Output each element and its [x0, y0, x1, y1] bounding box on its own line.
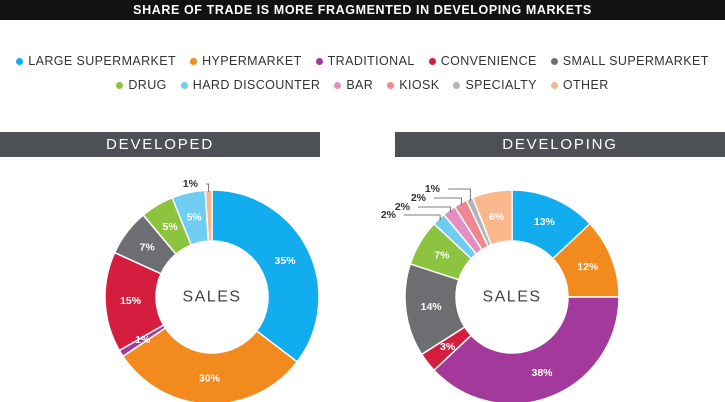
legend-item-conv: CONVENIENCE [428, 54, 537, 68]
legend-label-small: SMALL SUPERMARKET [562, 54, 709, 68]
legend-item-spec: SPECIALTY [453, 78, 536, 92]
legend-swatch-small [550, 57, 558, 65]
slice-label-drug: 7% [434, 250, 450, 262]
slice-label-bar: 2% [395, 201, 411, 213]
slice-label-hyper: 30% [199, 372, 221, 384]
legend-item-bar: BAR [334, 78, 373, 92]
leader-line-bar [418, 206, 451, 213]
slice-hyper [121, 326, 299, 402]
slice-label-large: 13% [534, 216, 556, 228]
slice-label-large: 35% [275, 255, 297, 267]
legend-swatch-kiosk [387, 81, 395, 89]
legend-item-hard: HARD DISCOUNTER [180, 78, 321, 92]
leader-line-other [206, 183, 210, 193]
slice-label-trad: 1% [135, 334, 151, 346]
slice-label-spec: 1% [425, 183, 441, 195]
slice-other [204, 189, 213, 242]
center-label: SALES [482, 289, 541, 306]
slice-other [471, 189, 513, 246]
legend-swatch-hyper [190, 57, 198, 65]
legend-label-bar: BAR [346, 78, 374, 92]
slice-label-other: 1% [183, 178, 199, 190]
legend-label-spec: SPECIALTY [465, 78, 537, 92]
legend-label-hyper: HYPERMARKET [202, 54, 302, 68]
developed-donut-chart: 35% 30% 1% 15% 7% 5% 5% 1% SALES [104, 178, 320, 402]
slice-trad [432, 296, 620, 402]
leader-line-spec [448, 188, 471, 201]
slice-label-kiosk: 2% [411, 192, 427, 204]
legend-swatch-other [550, 81, 558, 89]
legend-item-other: OTHER [550, 78, 609, 92]
slice-label-conv: 15% [120, 295, 142, 307]
slice-label-hard: 5% [186, 212, 202, 224]
legend-swatch-conv [428, 57, 436, 65]
legend-item-small: SMALL SUPERMARKET [550, 54, 709, 68]
legend-label-hard: HARD DISCOUNTER [192, 78, 321, 92]
leader-line-kiosk [434, 197, 462, 205]
legend-swatch-hard [180, 81, 188, 89]
slice-label-hard: 2% [381, 209, 397, 221]
leader-line-hard [404, 214, 441, 221]
legend-item-drug: DRUG [116, 78, 166, 92]
legend-label-kiosk: KIOSK [399, 78, 440, 92]
legend-swatch-trad [315, 57, 323, 65]
legend-label-conv: CONVENIENCE [440, 54, 537, 68]
center-label: SALES [182, 289, 241, 306]
legend-item-hyper: HYPERMARKET [190, 54, 302, 68]
slice-label-small: 7% [140, 242, 156, 254]
legend-swatch-bar [334, 81, 342, 89]
legend-swatch-drug [116, 81, 124, 89]
chart-title: SHARE OF TRADE IS MORE FRAGMENTED IN DEV… [0, 0, 725, 20]
legend-swatch-large [16, 57, 24, 65]
slice-label-small: 14% [421, 301, 443, 313]
developing-donut-chart: 13%12%38%3%14%7%2%2%2%1%6%SALES [381, 183, 620, 402]
legend-item-kiosk: KIOSK [387, 78, 439, 92]
legend-item-trad: TRADITIONAL [315, 54, 415, 68]
legend-swatch-spec [453, 81, 461, 89]
slice-label-trad: 38% [531, 367, 553, 379]
legend-label-other: OTHER [562, 78, 609, 92]
legend-row-2: DRUG HARD DISCOUNTER BAR KIOSK SPECIALTY OTHE… [0, 78, 725, 92]
legend-label-drug: DRUG [128, 78, 167, 92]
slice-large [211, 189, 320, 363]
legend-row-1: LARGE SUPERMARKET HYPERMARKET TRADITIONAL C… [0, 54, 725, 68]
developed-title: DEVELOPED [0, 132, 320, 157]
developing-title: DEVELOPING [395, 132, 725, 157]
legend-label-trad: TRADITIONAL [327, 54, 415, 68]
slice-label-conv: 3% [440, 341, 456, 353]
legend-item-large: LARGE SUPERMARKET [16, 54, 176, 68]
legend-label-large: LARGE SUPERMARKET [28, 54, 177, 68]
slice-label-hyper: 12% [577, 261, 599, 273]
slice-label-drug: 5% [163, 221, 179, 233]
slice-label-other: 6% [489, 211, 505, 223]
